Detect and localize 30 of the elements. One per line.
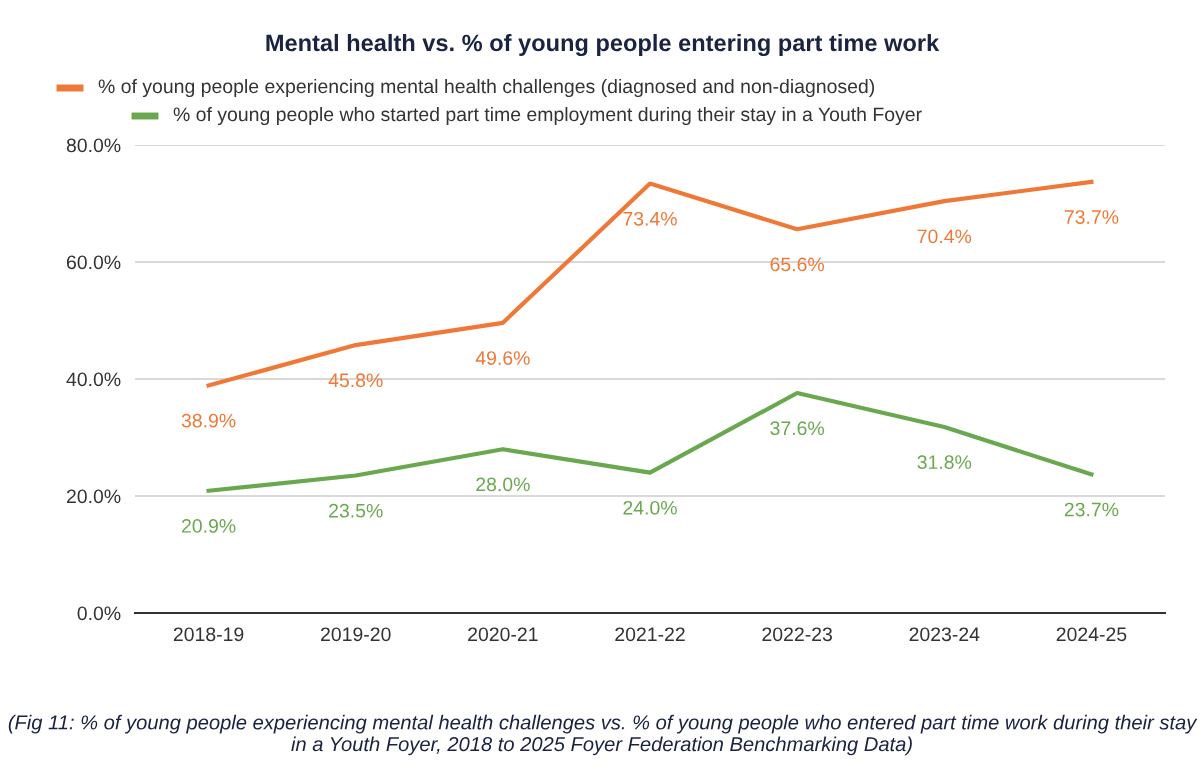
data-label: 49.6%: [475, 351, 530, 365]
data-label: 23.7%: [1064, 502, 1119, 517]
x-tick-label: 2021-22: [615, 627, 685, 642]
data-label: 45.8%: [328, 373, 383, 388]
x-tick-label: 2022-23: [762, 627, 832, 642]
chart-title: Mental health vs. % of young people entering part time work: [266, 33, 940, 57]
y-tick-label: 40.0%: [66, 372, 121, 387]
y-tick-label: 20.0%: [66, 489, 121, 504]
y-tick-label: 80.0%: [66, 138, 121, 153]
legend-label: % of young people who started part time employment during their stay in a Youth Foyer: [173, 106, 922, 126]
data-label: 65.6%: [770, 257, 825, 272]
legend-label: % of young people experiencing mental health challenges (diagnosed and non-diagnosed): [98, 78, 875, 98]
x-tick-label: 2019-20: [321, 627, 391, 642]
data-label: 73.7%: [1064, 210, 1119, 224]
data-label: 37.6%: [770, 421, 825, 436]
x-tick-label: 2018-19: [173, 627, 244, 642]
data-label: 31.8%: [917, 455, 972, 470]
data-label: 70.4%: [917, 229, 972, 244]
data-label: 23.5%: [329, 503, 383, 518]
data-label: 73.4%: [623, 211, 677, 226]
x-tick-label: 2020-21: [468, 627, 538, 642]
y-tick-label: 60.0%: [66, 255, 121, 270]
y-tick-label: 0.0%: [77, 606, 121, 621]
x-tick-label: 2023-24: [909, 627, 980, 642]
text: (Fig 11: % of young people experiencing mental health challenges vs. % of young people who entered part time work during their stay in a Youth Foyer, 2018 to 2025 Foyer Federation Benchmarking Data): [8, 714, 1198, 756]
data-label: 24.0%: [623, 500, 677, 515]
data-label: 28.0%: [476, 477, 530, 492]
data-label: 20.9%: [181, 519, 236, 533]
data-label: 38.9%: [181, 413, 236, 428]
x-tick-label: 2024-25: [1056, 627, 1127, 642]
